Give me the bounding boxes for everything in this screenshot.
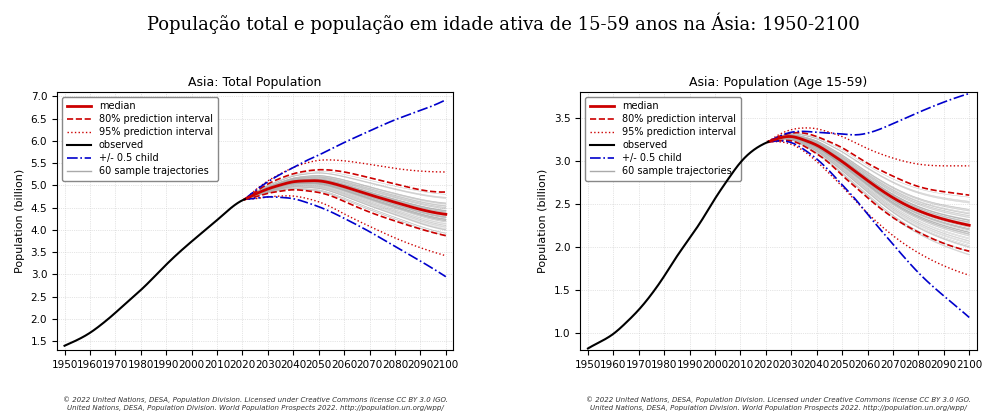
Legend: median, 80% prediction interval, 95% prediction interval, observed, +/- 0.5 chil: median, 80% prediction interval, 95% pre…: [61, 97, 218, 181]
Text: © 2022 United Nations, DESA, Population Division. Licensed under Creative Common: © 2022 United Nations, DESA, Population …: [62, 397, 448, 410]
Text: População total e população em idade ativa de 15-59 anos na Ásia: 1950-2100: População total e população em idade ati…: [147, 12, 860, 34]
Title: Asia: Population (Age 15-59): Asia: Population (Age 15-59): [690, 76, 868, 89]
Y-axis label: Population (billion): Population (billion): [539, 169, 549, 273]
Legend: median, 80% prediction interval, 95% prediction interval, observed, +/- 0.5 chil: median, 80% prediction interval, 95% pre…: [585, 97, 741, 181]
Title: Asia: Total Population: Asia: Total Population: [188, 76, 322, 89]
Y-axis label: Population (billion): Population (billion): [15, 169, 25, 273]
Text: © 2022 United Nations, DESA, Population Division. Licensed under Creative Common: © 2022 United Nations, DESA, Population …: [586, 397, 971, 410]
